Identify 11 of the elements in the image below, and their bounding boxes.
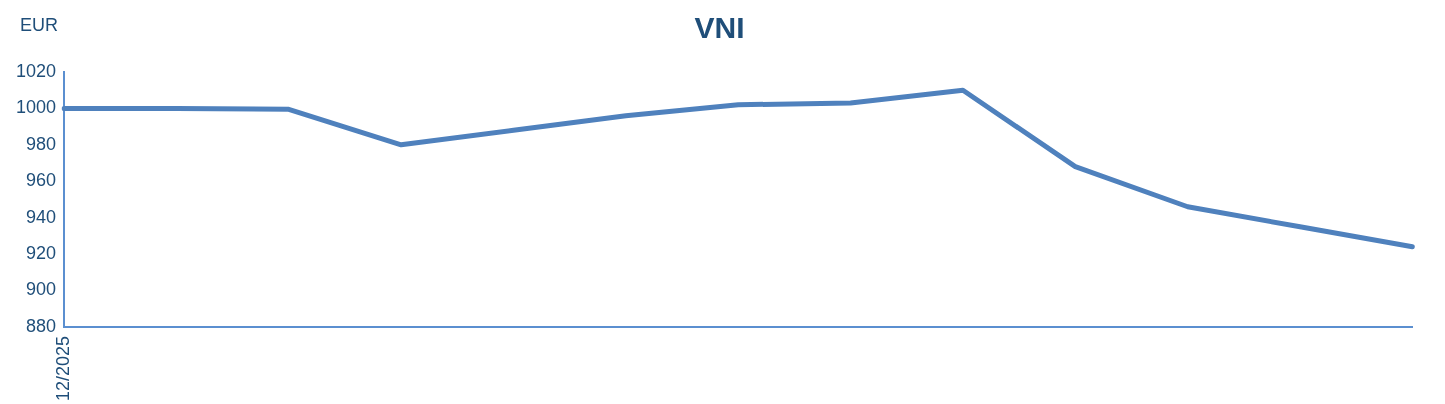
y-tick-label: 940 [26,206,57,227]
chart-title: VNI [694,11,745,45]
y-tick-label: 980 [26,133,57,154]
x-tick-label: 12/2025 [53,335,74,402]
y-tick-label: 880 [26,315,57,336]
y-tick-label: 920 [26,243,57,264]
y-tick-label: 960 [26,170,57,191]
y-tick-label: 900 [26,279,57,300]
y-tick-label: 1020 [16,60,57,81]
y-axis-title: EUR [20,14,59,35]
y-tick-label: 1000 [16,97,57,118]
